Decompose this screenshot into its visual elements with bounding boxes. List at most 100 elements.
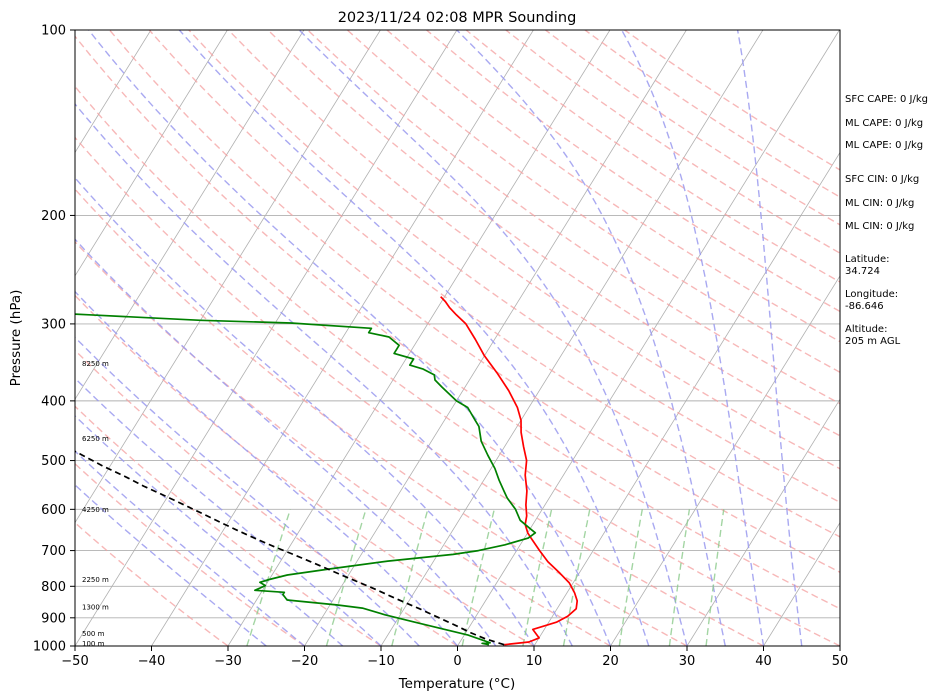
height-label: 100 m [82, 640, 105, 648]
moist-adiabat [88, 30, 612, 646]
moist-adiabat [456, 30, 726, 646]
x-tick-label: −30 [214, 654, 241, 669]
mixing-ratio-line [246, 509, 291, 646]
isotherm-line [227, 30, 611, 646]
dry-adiabat [75, 85, 840, 646]
mixing-ratio-line [461, 509, 495, 646]
isotherm-line [75, 30, 381, 524]
moist-adiabat [75, 483, 267, 646]
isotherm-line [151, 30, 534, 646]
index-ml-cin-2: ML CIN: 0 J/kg [845, 221, 914, 232]
x-tick-label: −10 [367, 654, 394, 669]
moist-adiabat [75, 377, 382, 646]
dry-adiabat [346, 30, 840, 374]
mixing-ratio-line [325, 509, 367, 646]
height-label: 1300 m [82, 604, 109, 612]
latitude-label: Latitude: [845, 254, 890, 265]
mixing-ratio-line [522, 509, 553, 646]
moist-adiabat [75, 414, 344, 646]
height-label: 2250 m [82, 576, 109, 584]
height-labels: 100 m 500 m 1300 m 2250 m 4250 m 6250 m 8250 m [82, 360, 109, 648]
dry-adiabat [75, 188, 688, 646]
isotherm-line [75, 30, 228, 277]
mixing-ratio-line [562, 509, 591, 646]
dry-adiabat [75, 294, 535, 646]
y-tick-label: 500 [41, 454, 66, 469]
x-tick-label: 40 [755, 654, 772, 669]
longitude-value: -86.646 [845, 301, 884, 312]
dry-adiabat [75, 136, 764, 646]
isotherm-line [610, 275, 840, 646]
index-ml-cape-2: ML CAPE: 0 J/kg [845, 140, 923, 151]
height-label: 4250 m [82, 506, 109, 514]
dry-adiabat [75, 349, 458, 646]
x-axis: −50 −40 −30 −20 −10 0 10 20 30 40 50 [61, 646, 848, 669]
moist-adiabat [178, 30, 650, 646]
isotherm-line [686, 398, 840, 646]
isotherm-line [763, 521, 840, 646]
dry-adiabat [307, 30, 840, 405]
dry-adiabat [75, 521, 229, 646]
dry-adiabat [108, 30, 840, 574]
x-tick-label: −50 [61, 654, 88, 669]
y-axis: 100 200 300 400 500 600 700 800 900 1000 [33, 24, 75, 655]
isotherm-line [304, 30, 687, 646]
x-tick-label: −40 [138, 654, 165, 669]
height-label: 6250 m [82, 435, 109, 443]
index-sfc-cin: SFC CIN: 0 J/kg [845, 174, 919, 185]
x-tick-label: 30 [679, 654, 696, 669]
index-ml-cin: ML CIN: 0 J/kg [845, 198, 914, 209]
isotherm-line [380, 30, 764, 646]
altitude-label: Altitude: [845, 324, 887, 335]
moist-adiabat [75, 102, 573, 646]
isotherm-line [75, 30, 458, 646]
y-tick-label: 700 [41, 544, 66, 559]
moist-adiabat [75, 290, 459, 646]
dry-adiabat [148, 30, 840, 538]
dry-adiabat [75, 35, 840, 610]
dewpoint-trace [75, 313, 537, 646]
height-label: 500 m [82, 630, 105, 638]
y-tick-label: 200 [41, 209, 66, 224]
y-tick-label: 900 [41, 611, 66, 626]
moist-adiabat [736, 30, 803, 646]
moist-adiabat [621, 30, 765, 646]
y-tick-label: 400 [41, 394, 66, 409]
station-location: Latitude: 34.724 Longitude: -86.646 Alti… [845, 254, 901, 347]
temperature-trace [440, 296, 579, 646]
index-ml-cape: ML CAPE: 0 J/kg [845, 118, 923, 129]
moist-adiabat [298, 30, 688, 646]
chart-title: 2023/11/24 02:08 MPR Sounding [338, 10, 577, 26]
mixing-ratio-line [668, 509, 691, 646]
isotherm-line [457, 30, 840, 646]
x-tick-label: 0 [453, 654, 461, 669]
y-axis-label: Pressure (hPa) [8, 290, 24, 387]
x-tick-label: 10 [526, 654, 543, 669]
x-tick-label: −20 [291, 654, 318, 669]
moist-adiabat [75, 176, 535, 646]
y-tick-label: 100 [41, 24, 66, 39]
x-tick-label: 20 [602, 654, 619, 669]
dry-adiabat [267, 30, 840, 437]
mixing-ratio-line [391, 509, 429, 646]
dry-adiabat [188, 30, 840, 504]
height-label: 8250 m [82, 360, 109, 368]
y-tick-label: 300 [41, 317, 66, 332]
mixing-ratio-line [705, 509, 725, 646]
longitude-label: Longitude: [845, 289, 898, 300]
y-tick-label: 1000 [33, 640, 66, 655]
moist-adiabat [75, 238, 497, 646]
altitude-value: 205 m AGL [845, 336, 901, 347]
mixing-ratio-line [618, 509, 643, 646]
moist-adiabat [75, 450, 305, 646]
x-axis-label: Temperature (°C) [398, 676, 516, 692]
isotherm-line [533, 151, 840, 646]
index-sfc-cape: SFC CAPE: 0 J/kg [845, 94, 928, 105]
dry-adiabat [227, 30, 840, 470]
background-lines [75, 30, 840, 646]
isotherm-line [75, 30, 305, 400]
dry-adiabat [386, 30, 840, 343]
isotherm-line [75, 30, 152, 154]
sounding-indices: SFC CAPE: 0 J/kg ML CAPE: 0 J/kg ML CAPE… [845, 94, 928, 232]
